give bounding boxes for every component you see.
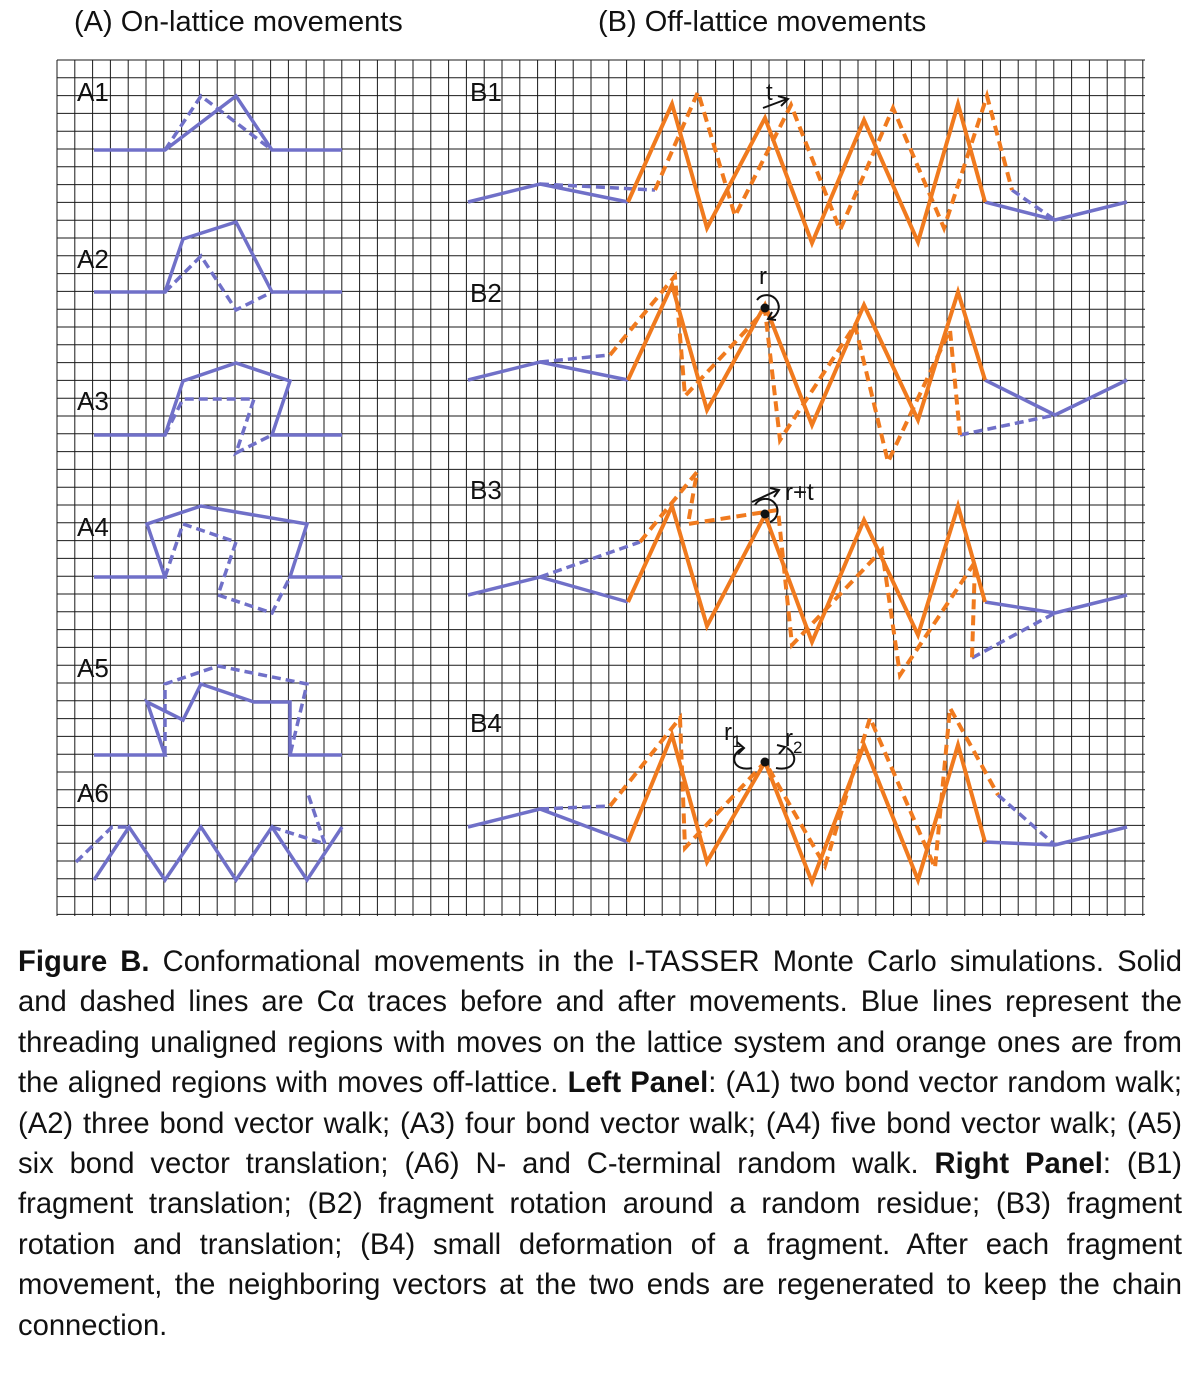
a4-before-trace [94, 504, 342, 579]
caption-right-panel-label: Right Panel [934, 1148, 1103, 1181]
b3-rotation-translation-arrow [751, 487, 781, 523]
b3-before-blue-left [467, 575, 629, 604]
label-rotation-r1: r1 [724, 719, 741, 751]
a1-before-trace [94, 93, 342, 152]
b3-before-blue-right [984, 593, 1128, 615]
a6-after-cterm-trace [271, 790, 328, 847]
a6-after-nterm-trace [74, 825, 129, 864]
movement-diagram: A1 A2 A3 A4 A5 A6 B1 B2 B3 B4 t r r+t r1… [56, 59, 1145, 916]
b4-after-blue-right [996, 793, 1057, 847]
b4-before-blue-right [984, 825, 1128, 847]
b1-after-trace [653, 86, 1014, 236]
b3-after-blue-right [971, 611, 1056, 660]
a4-after-trace [163, 521, 292, 616]
b3-before-trace [626, 498, 987, 648]
a3-after-trace [163, 397, 273, 457]
b2-after-blue-left [539, 353, 611, 364]
b2-rotation-arrow [756, 294, 780, 321]
label-b1: B1 [470, 77, 502, 107]
caption-text-intro: Conformational movements in the I-TASSER… [18, 946, 1182, 1100]
b3-rotation-center [760, 509, 770, 519]
b2-before-trace [626, 279, 987, 431]
label-a2: A2 [77, 244, 109, 274]
caption-figure-label: Figure B. [18, 946, 150, 978]
b3-after-blue-left [539, 540, 641, 579]
label-a4: A4 [77, 512, 109, 542]
b1-after-blue-left [539, 182, 656, 192]
a5-before-trace [94, 681, 342, 757]
label-rotation-r: r [759, 263, 767, 290]
b4-after-blue-left [539, 804, 611, 811]
b4-before-trace [626, 728, 987, 888]
a6-before-trace [92, 823, 344, 884]
caption-text-right-panel: : (B1) fragment translation; (B2) fragme… [18, 1148, 1183, 1342]
label-a5: A5 [77, 653, 109, 683]
label-b2: B2 [470, 278, 502, 308]
a1-after-trace [163, 93, 274, 152]
b2-rotation-center [760, 303, 770, 313]
b1-translation-arrow [762, 95, 790, 109]
label-rotation-r2: r2 [785, 725, 802, 757]
b4-after-trace [608, 701, 1000, 871]
b1-before-blue-right [984, 200, 1128, 222]
left-panel-heading: (A) On-lattice movements [74, 6, 403, 38]
b2-before-blue-right [984, 378, 1128, 417]
a5-after-trace [163, 664, 310, 756]
caption-left-panel-label: Left Panel [567, 1067, 709, 1100]
label-b4: B4 [470, 708, 502, 738]
figure-caption: Figure B. Conformational movements in th… [18, 942, 1182, 1346]
right-panel-heading: (B) Off-lattice movements [598, 6, 927, 38]
label-translation-t: t [766, 79, 773, 106]
b2-after-blue-right [959, 413, 1056, 437]
b1-after-blue-right [1010, 188, 1057, 222]
a2-before-trace [94, 219, 342, 294]
label-a3: A3 [77, 386, 109, 416]
label-b3: B3 [470, 475, 502, 505]
caption-text-left-panel: : (A1) two bond vector random walk; (A2)… [18, 1067, 1183, 1181]
b3-after-trace [638, 464, 978, 681]
label-a6: A6 [77, 778, 109, 808]
b4-pivot-residue [760, 757, 770, 767]
b2-before-blue-left [467, 360, 629, 382]
b4-rotation-arrow-left [733, 741, 753, 770]
b2-after-trace [608, 270, 962, 469]
b1-before-trace [626, 96, 987, 249]
label-a1: A1 [77, 77, 109, 107]
label-rotation-translation: r+t [785, 479, 814, 506]
b4-rotation-arrow-right [775, 744, 796, 770]
